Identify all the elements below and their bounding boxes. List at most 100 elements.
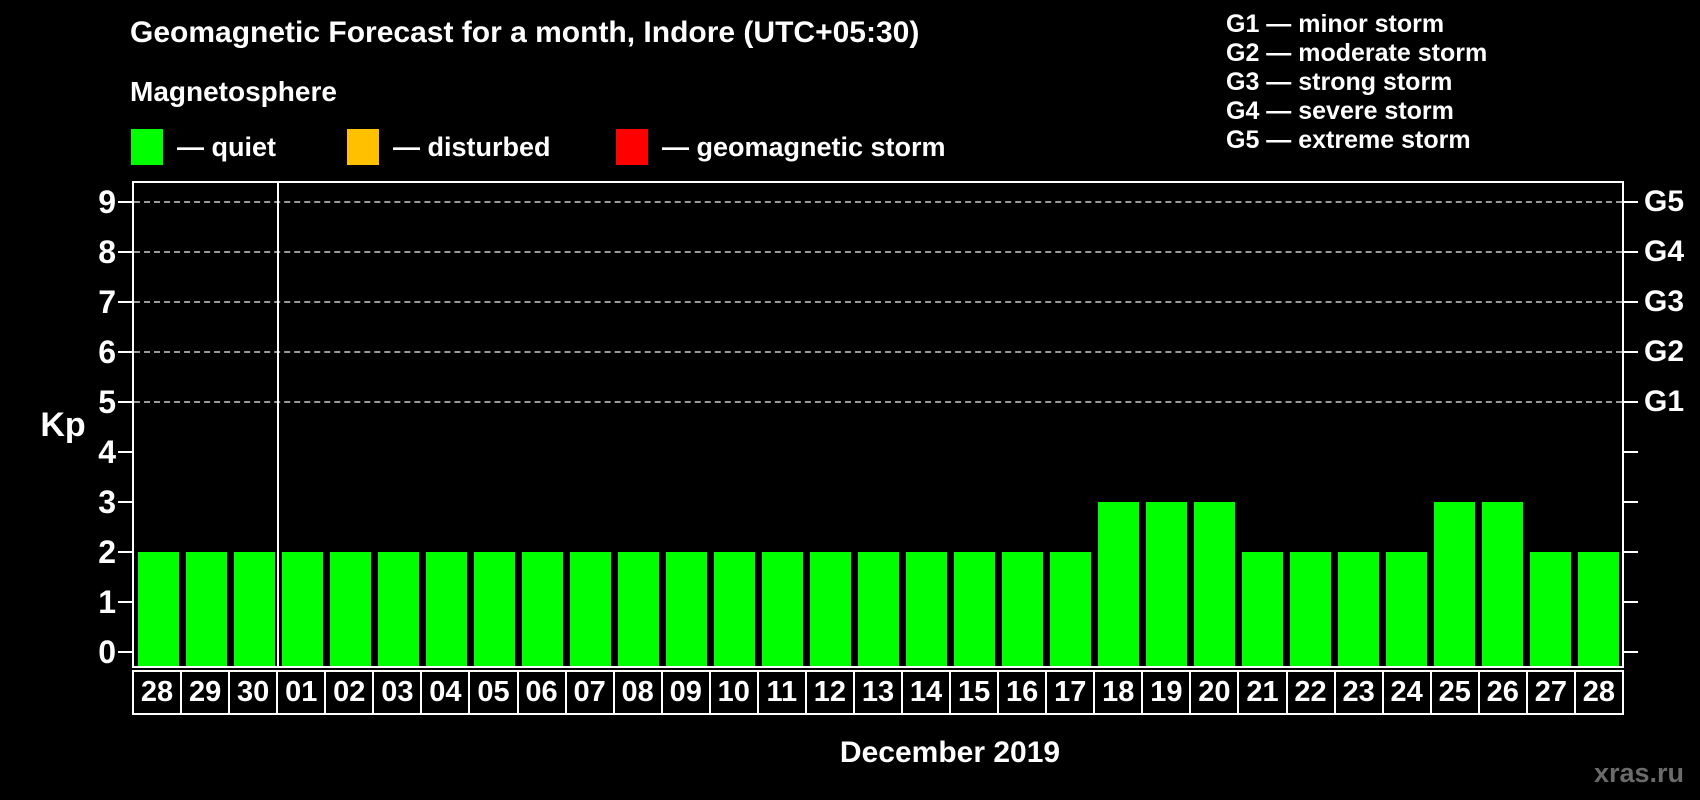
kp-bar-day-25 [1433, 502, 1475, 666]
kp-bar-day-05 [473, 552, 515, 666]
gridline-kp-8 [134, 251, 1622, 253]
gridline-kp-9 [134, 201, 1622, 203]
day-label-cell-1: 29 [180, 672, 228, 713]
y-tick-label-1: 1 [98, 584, 116, 620]
kp-bar-day-11 [761, 552, 803, 666]
day-label-cell-10: 08 [612, 672, 661, 713]
y-tick-right-9 [1624, 201, 1638, 203]
y-tick-left-2 [118, 551, 132, 553]
kp-bar-day-28 [1577, 552, 1619, 666]
day-label-cell-7: 05 [468, 672, 516, 713]
legend-label-quiet: — quiet [177, 131, 276, 162]
kp-bar-day-09 [665, 552, 707, 666]
y-tick-right-3 [1624, 501, 1638, 503]
legend-label-disturbed: — disturbed [393, 131, 551, 162]
y-tick-right-7 [1624, 301, 1638, 303]
gridline-kp-5 [134, 401, 1622, 403]
kp-bar-day-29 [185, 552, 227, 666]
g-legend-line-g3: G3 — strong storm [1226, 68, 1453, 96]
day-label-cell-11: 09 [660, 672, 709, 713]
legend-item-storm: — geomagnetic storm [616, 127, 946, 167]
y-tick-label-5: 5 [98, 384, 116, 420]
day-label-cell-18: 16 [997, 672, 1045, 713]
quiet-color-swatch [131, 129, 163, 165]
kp-bar-day-14 [905, 552, 947, 666]
y-tick-left-3 [118, 501, 132, 503]
kp-bar-day-08 [617, 552, 659, 666]
kp-bar-day-19 [1145, 502, 1187, 666]
day-label-cell-15: 13 [852, 672, 901, 713]
legend-item-quiet: — quiet [131, 127, 276, 167]
kp-bar-day-26 [1481, 502, 1523, 666]
y-tick-right-5 [1624, 401, 1638, 403]
day-label-cell-16: 14 [901, 672, 949, 713]
g-legend-line-g1: G1 — minor storm [1226, 10, 1445, 38]
kp-bar-day-03 [377, 552, 419, 666]
y-tick-label-7: 7 [98, 284, 116, 320]
day-label-cell-9: 07 [564, 672, 613, 713]
y-tick-right-0 [1624, 651, 1638, 653]
right-axis-label-g4: G4 [1644, 235, 1685, 268]
day-label-cell-5: 03 [372, 672, 420, 713]
y-axis-label: Kp [40, 406, 86, 444]
g-legend-line-g4: G4 — severe storm [1226, 97, 1454, 125]
x-axis-month-label: December 2019 [839, 736, 1061, 769]
kp-bar-day-13 [857, 552, 899, 666]
y-tick-right-2 [1624, 551, 1638, 553]
kp-bar-day-16 [1001, 552, 1043, 666]
y-tick-left-4 [118, 451, 132, 453]
g-legend-line-g5: G5 — extreme storm [1226, 126, 1471, 154]
right-axis-label-g2: G2 [1644, 335, 1685, 368]
y-tick-label-8: 8 [98, 234, 116, 270]
y-tick-left-1 [118, 601, 132, 603]
day-label-cell-12: 10 [708, 672, 757, 713]
kp-bar-day-28 [137, 552, 179, 666]
y-tick-left-8 [118, 251, 132, 253]
right-axis-label-g3: G3 [1644, 285, 1685, 318]
y-tick-left-0 [118, 651, 132, 653]
day-label-cell-14: 12 [804, 672, 853, 713]
kp-bar-day-24 [1385, 552, 1427, 666]
day-label-cell-24: 22 [1285, 672, 1334, 713]
y-tick-left-7 [118, 301, 132, 303]
day-label-cell-26: 24 [1381, 672, 1430, 713]
y-tick-label-0: 0 [98, 634, 116, 670]
g-legend-line-g2: G2 — moderate storm [1226, 39, 1488, 67]
watermark: xras.ru [1593, 758, 1684, 788]
legend-label-storm: — geomagnetic storm [662, 131, 946, 162]
month-boundary-line [277, 183, 279, 666]
day-label-cell-22: 20 [1189, 672, 1237, 713]
y-tick-left-5 [118, 401, 132, 403]
day-label-cell-6: 04 [420, 672, 468, 713]
y-tick-left-9 [118, 201, 132, 203]
day-label-cell-30: 28 [1573, 672, 1622, 713]
kp-bar-day-27 [1529, 552, 1571, 666]
kp-bar-day-10 [713, 552, 755, 666]
legend-item-disturbed: — disturbed [347, 127, 551, 167]
kp-bar-day-12 [809, 552, 851, 666]
gridline-kp-6 [134, 351, 1622, 353]
y-tick-right-6 [1624, 351, 1638, 353]
day-label-cell-19: 17 [1045, 672, 1093, 713]
day-label-cell-17: 15 [949, 672, 997, 713]
day-label-cell-29: 27 [1525, 672, 1574, 713]
kp-bar-day-20 [1193, 502, 1235, 666]
g-scale-legend: G1 — minor storm G2 — moderate storm G3 … [1226, 10, 1487, 155]
day-label-cell-8: 06 [516, 672, 565, 713]
day-label-cell-27: 25 [1429, 672, 1478, 713]
storm-color-swatch [616, 129, 648, 165]
kp-bar-day-06 [521, 552, 563, 666]
day-label-cell-3: 01 [276, 672, 324, 713]
kp-bar-day-23 [1337, 552, 1379, 666]
y-tick-label-9: 9 [98, 184, 116, 220]
plot-area [132, 181, 1624, 668]
kp-bar-day-17 [1049, 552, 1091, 666]
kp-bar-day-18 [1097, 502, 1139, 666]
day-label-cell-28: 26 [1477, 672, 1526, 713]
chart-subtitle: Magnetosphere [130, 76, 337, 107]
y-tick-label-3: 3 [98, 484, 116, 520]
y-tick-right-4 [1624, 451, 1638, 453]
day-label-cell-21: 19 [1141, 672, 1189, 713]
gridline-kp-7 [134, 301, 1622, 303]
